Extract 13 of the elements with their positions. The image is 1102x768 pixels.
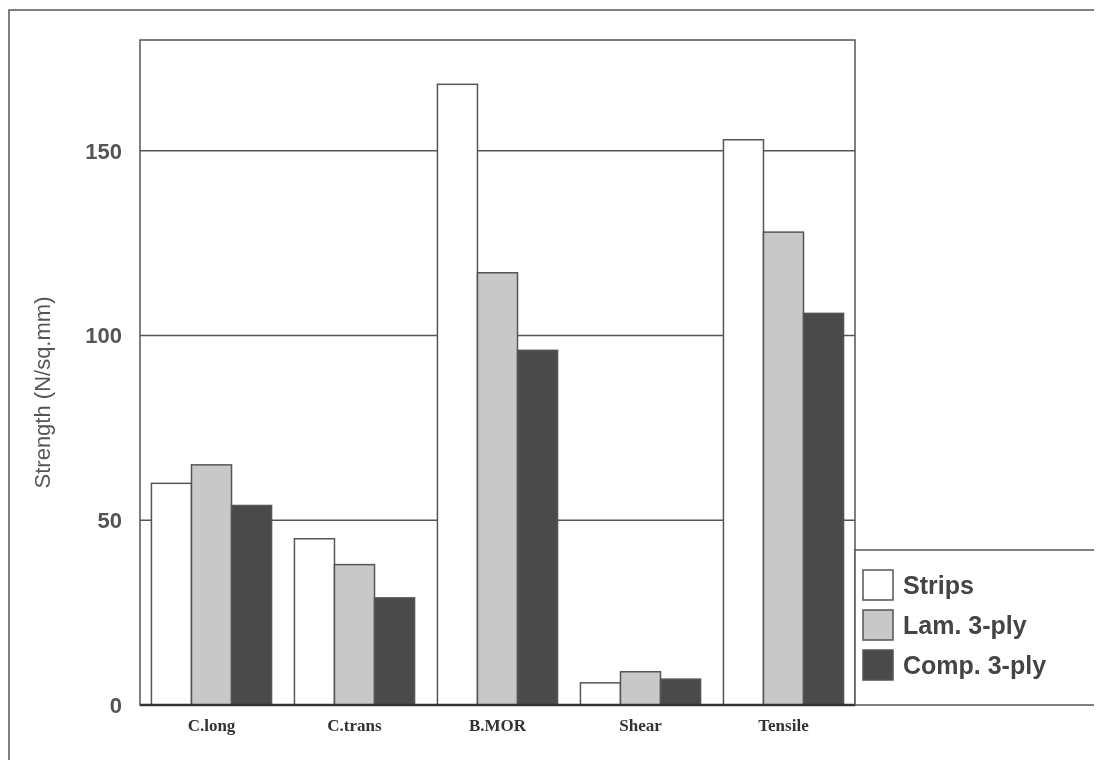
x-tick-label: C.long xyxy=(187,716,236,735)
x-tick-label: Tensile xyxy=(758,716,810,735)
x-tick-label: B.MOR xyxy=(468,716,527,735)
legend-label: Lam. 3-ply xyxy=(903,610,1027,639)
x-tick-label: Shear xyxy=(619,716,663,735)
legend-label: Strips xyxy=(903,570,974,599)
y-tick-label: 0 xyxy=(109,692,122,718)
y-tick-label: 50 xyxy=(97,507,122,533)
x-tick-label: C.trans xyxy=(327,716,383,735)
y-tick-label: 100 xyxy=(85,323,122,349)
legend-label: Comp. 3-ply xyxy=(903,650,1047,679)
y-axis-title: Strength (N/sq.mm) xyxy=(30,296,55,489)
y-tick-label: 150 xyxy=(85,138,122,164)
